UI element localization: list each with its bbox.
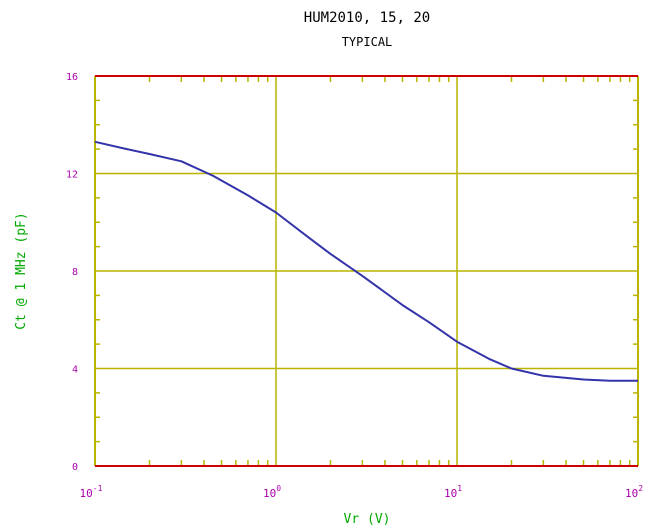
x-tick-label: 10-1 bbox=[80, 484, 103, 500]
x-tick-label: 100 bbox=[263, 484, 281, 500]
plot-frame bbox=[94, 75, 639, 467]
x-axis-label: Vr (V) bbox=[344, 512, 391, 527]
y-tick-label: 16 bbox=[66, 72, 78, 83]
series-line bbox=[94, 140, 638, 382]
grid-lines bbox=[95, 76, 638, 466]
y-axis-label: Ct @ 1 MHz (pF) bbox=[14, 212, 29, 329]
x-tick-label: 101 bbox=[444, 484, 462, 500]
x-tick-label: 102 bbox=[625, 484, 643, 500]
chart-subtitle: TYPICAL bbox=[342, 35, 393, 49]
y-tick-labels: 0 4 8 12 16 bbox=[66, 72, 78, 473]
x-tick-labels: 10-1 100 101 102 bbox=[80, 484, 644, 500]
chart-title: HUM2010, 15, 20 bbox=[304, 10, 430, 26]
curve-layer bbox=[94, 140, 638, 382]
y-tick-label: 4 bbox=[72, 365, 78, 376]
y-tick-label: 12 bbox=[66, 170, 78, 181]
y-tick-label: 8 bbox=[72, 267, 78, 278]
y-tick-label: 0 bbox=[72, 462, 78, 473]
